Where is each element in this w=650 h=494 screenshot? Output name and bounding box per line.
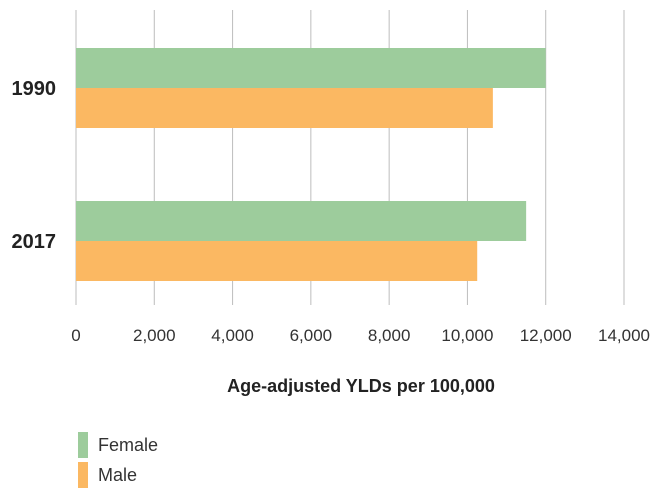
- legend-item-male: Male: [78, 462, 158, 488]
- x-tick-labels: 0 2,000 4,000 6,000 8,000 10,000 12,000 14,000: [71, 326, 650, 345]
- category-label-1990: 1990: [12, 78, 57, 100]
- legend-label-male: Male: [98, 464, 138, 485]
- x-tick-label-4: 8,000: [368, 326, 411, 345]
- x-tick-label-0: 0: [71, 326, 80, 345]
- x-tick-label-3: 6,000: [290, 326, 333, 345]
- category-labels: 1990 2017: [12, 78, 57, 253]
- legend: Female Male: [78, 432, 158, 492]
- x-axis-title: Age-adjusted YLDs per 100,000: [227, 376, 495, 396]
- category-label-2017: 2017: [12, 231, 57, 253]
- legend-swatch-female: [78, 432, 88, 458]
- bar-female-2017: [76, 201, 527, 241]
- x-tick-label-1: 2,000: [133, 326, 176, 345]
- x-tick-label-5: 10,000: [441, 326, 493, 345]
- legend-item-female: Female: [78, 432, 158, 458]
- x-tick-label-7: 14,000: [598, 326, 650, 345]
- x-tick-label-6: 12,000: [520, 326, 572, 345]
- bars: [76, 48, 546, 281]
- x-tick-label-2: 4,000: [211, 326, 254, 345]
- bar-female-1990: [76, 48, 546, 88]
- legend-swatch-male: [78, 462, 88, 488]
- legend-label-female: Female: [98, 434, 159, 455]
- bar-male-2017: [76, 241, 478, 281]
- bar-male-1990: [76, 88, 493, 128]
- bar-chart: 1990 2017 0 2,000 4,000 6,000 8,000 10,000 12,0…: [12, 10, 650, 396]
